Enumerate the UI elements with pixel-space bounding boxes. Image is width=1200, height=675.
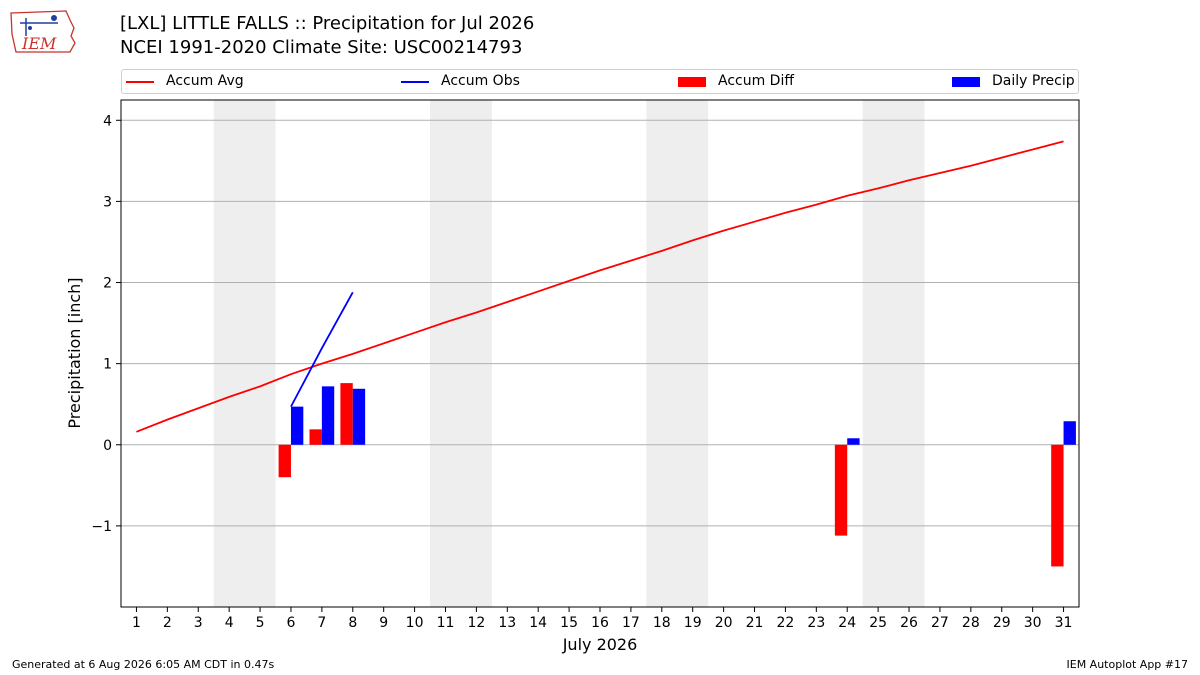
accum-diff-bar <box>309 429 322 445</box>
x-tick-label: 3 <box>194 615 203 631</box>
y-tick-label: −1 <box>91 519 112 535</box>
accum-diff-bar <box>1051 444 1064 567</box>
y-tick-label: 4 <box>103 113 112 129</box>
daily-precip-bar <box>290 406 304 445</box>
x-tick-label: 31 <box>1055 615 1073 631</box>
x-tick-label: 18 <box>653 615 671 631</box>
legend-line-red <box>126 81 154 83</box>
x-tick-label: 1 <box>132 615 141 631</box>
x-tick-label: 5 <box>256 615 265 631</box>
x-tick-label: 12 <box>467 615 485 631</box>
accum-diff-bar <box>834 444 848 536</box>
x-tick-label: 21 <box>746 615 764 631</box>
x-tick-label: 17 <box>622 615 640 631</box>
daily-precip-bar <box>352 388 366 445</box>
chart-subtitle: NCEI 1991-2020 Climate Site: USC00214793 <box>120 37 523 58</box>
y-tick-label: 1 <box>103 357 112 373</box>
x-tick-label: 2 <box>163 615 172 631</box>
x-tick-label: 26 <box>900 615 918 631</box>
legend: Accum Avg Accum Obs Accum Diff Daily Pre… <box>121 69 1079 94</box>
x-tick-label: 16 <box>591 615 609 631</box>
x-tick-label: 27 <box>931 615 949 631</box>
x-tick-label: 13 <box>498 615 516 631</box>
x-tick-label: 29 <box>993 615 1011 631</box>
x-tick-label: 24 <box>838 615 856 631</box>
weekend-shade <box>213 100 276 607</box>
x-tick-label: 11 <box>437 615 455 631</box>
legend-label: Accum Obs <box>441 73 520 89</box>
x-tick-label: 19 <box>684 615 702 631</box>
x-tick-label: 14 <box>529 615 547 631</box>
x-tick-label: 9 <box>379 615 388 631</box>
legend-swatch-blue <box>952 77 980 87</box>
iem-logo: IEM <box>10 10 76 53</box>
accum-obs-line <box>290 291 354 408</box>
weekend-shade <box>646 100 709 607</box>
footer-app-id: IEM Autoplot App #17 <box>1066 658 1189 671</box>
x-tick-label: 22 <box>777 615 795 631</box>
x-tick-label: 15 <box>560 615 578 631</box>
logo-text: IEM <box>21 34 57 53</box>
legend-label: Accum Diff <box>718 73 795 89</box>
accum-diff-bar <box>340 383 353 445</box>
legend-label: Daily Precip <box>992 73 1075 89</box>
x-tick-label: 20 <box>715 615 733 631</box>
x-tick-label: 4 <box>225 615 234 631</box>
iowa-outline-icon <box>10 10 76 53</box>
x-tick-label: 6 <box>287 615 296 631</box>
x-tick-label: 7 <box>317 615 326 631</box>
x-tick-label: 28 <box>962 615 980 631</box>
weekend-shade <box>862 100 925 607</box>
x-tick-label: 23 <box>807 615 825 631</box>
legend-swatch-red <box>678 77 706 87</box>
x-tick-label: 25 <box>869 615 887 631</box>
x-tick-label: 30 <box>1024 615 1042 631</box>
x-axis-label: July 2026 <box>562 635 638 654</box>
y-tick-label: 2 <box>103 276 112 292</box>
weekend-shade <box>430 100 492 607</box>
y-tick-label: 0 <box>103 438 112 454</box>
accum-diff-bar <box>278 444 291 478</box>
x-tick-label: 10 <box>406 615 424 631</box>
daily-precip-bar <box>321 386 335 445</box>
daily-precip-bar <box>847 438 860 445</box>
chart-title: [LXL] LITTLE FALLS :: Precipitation for … <box>120 13 535 34</box>
legend-line-blue <box>401 81 429 83</box>
daily-precip-bar <box>1063 421 1076 445</box>
footer-generated: Generated at 6 Aug 2026 6:05 AM CDT in 0… <box>12 658 275 671</box>
y-tick-label: 3 <box>103 194 112 210</box>
x-tick-label: 8 <box>348 615 357 631</box>
legend-label: Accum Avg <box>166 73 244 89</box>
accum-avg-line <box>136 140 1064 433</box>
y-axis-label: Precipitation [inch] <box>65 277 84 428</box>
